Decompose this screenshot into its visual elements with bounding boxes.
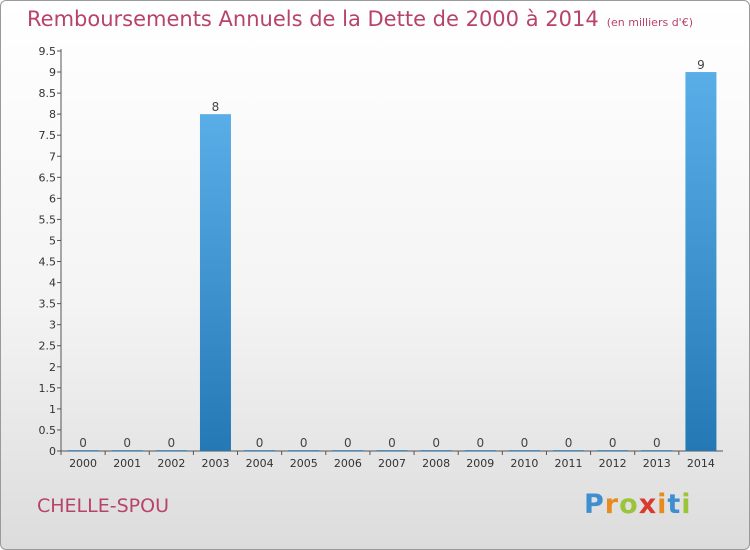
y-tick-label: 8.5 bbox=[39, 87, 57, 100]
chart-subtitle: (en milliers d'€) bbox=[606, 16, 693, 29]
y-tick-label: 5 bbox=[49, 234, 56, 247]
bar-value-label: 0 bbox=[168, 436, 176, 450]
bar-value-label: 0 bbox=[653, 436, 661, 450]
x-tick-label: 2007 bbox=[378, 457, 406, 470]
logo-letter: x bbox=[638, 489, 658, 520]
logo-letter: i bbox=[681, 489, 692, 520]
bar-2014 bbox=[685, 72, 717, 451]
y-tick-label: 2.5 bbox=[39, 340, 57, 353]
y-tick-label: 4 bbox=[49, 277, 56, 290]
commune-name: CHELLE-SPOU bbox=[37, 495, 169, 517]
y-tick-label: 2 bbox=[49, 361, 56, 374]
bar-2000 bbox=[67, 450, 99, 451]
bar-2011 bbox=[553, 450, 585, 451]
bar-value-label: 0 bbox=[256, 436, 264, 450]
bar-value-label: 0 bbox=[521, 436, 529, 450]
y-tick-label: 6.5 bbox=[39, 171, 57, 184]
proxiti-logo: Proxiti bbox=[584, 489, 692, 520]
bar-2005 bbox=[288, 450, 320, 451]
y-axis: 0 0.5 1 1.5 2 2.5 3 3.5 4 4.5 5 5.5 6 6.5 7 7.5 8 8.5 9 9.5 bbox=[39, 45, 62, 458]
x-tick-label: 2005 bbox=[290, 457, 318, 470]
logo-letter: o bbox=[619, 489, 639, 520]
y-tick-label: 3.5 bbox=[39, 298, 57, 311]
bar-value-label: 0 bbox=[344, 436, 352, 450]
bar-2002 bbox=[155, 450, 187, 451]
bar-value-label: 0 bbox=[432, 436, 440, 450]
y-tick-label: 9 bbox=[49, 66, 56, 79]
y-tick-label: 4.5 bbox=[39, 256, 57, 269]
x-tick-label: 2013 bbox=[643, 457, 671, 470]
bar-2009 bbox=[464, 450, 496, 451]
y-tick-label: 5.5 bbox=[39, 213, 57, 226]
x-tick-label: 2010 bbox=[510, 457, 538, 470]
bar-value-label: 0 bbox=[388, 436, 396, 450]
bar-2003 bbox=[199, 114, 231, 451]
x-tick-label: 2003 bbox=[201, 457, 229, 470]
bar-2006 bbox=[332, 450, 364, 451]
bar-2007 bbox=[376, 450, 408, 451]
logo-letter: P bbox=[584, 489, 605, 520]
x-tick-label: 2009 bbox=[466, 457, 494, 470]
x-tick-label: 2006 bbox=[334, 457, 362, 470]
x-tick-label: 2002 bbox=[157, 457, 185, 470]
bar-2010 bbox=[508, 450, 540, 451]
logo-letter: r bbox=[604, 489, 620, 520]
bar-2008 bbox=[420, 450, 452, 451]
bar-2004 bbox=[244, 450, 276, 451]
bar-value-label: 9 bbox=[697, 58, 705, 72]
bar-value-label: 8 bbox=[212, 100, 220, 114]
bar-value-label: 0 bbox=[300, 436, 308, 450]
y-tick-label: 6 bbox=[49, 192, 56, 205]
bar-value-label: 0 bbox=[79, 436, 87, 450]
logo-letter: t bbox=[667, 489, 682, 520]
x-tick-label: 2012 bbox=[599, 457, 627, 470]
x-tick-label: 2014 bbox=[687, 457, 715, 470]
y-tick-label: 0 bbox=[49, 445, 56, 458]
title-row: Remboursements Annuels de la Dette de 20… bbox=[27, 7, 693, 31]
x-tick-label: 2001 bbox=[113, 457, 141, 470]
y-tick-label: 1 bbox=[49, 403, 56, 416]
bar-2001 bbox=[111, 450, 143, 451]
x-tick-label: 2004 bbox=[246, 457, 274, 470]
x-tick-label: 2000 bbox=[69, 457, 97, 470]
y-tick-label: 1.5 bbox=[39, 382, 57, 395]
bar-value-label: 0 bbox=[609, 436, 617, 450]
bars: 0 0 0 8 0 0 0 0 0 0 0 0 0 0 9 bbox=[67, 58, 717, 451]
y-tick-label: 0.5 bbox=[39, 424, 57, 437]
y-tick-label: 7 bbox=[49, 150, 56, 163]
y-tick-label: 8 bbox=[49, 108, 56, 121]
bar-2012 bbox=[597, 450, 629, 451]
y-tick-label: 3 bbox=[49, 319, 56, 332]
x-tick-label: 2011 bbox=[555, 457, 583, 470]
y-tick-label: 9.5 bbox=[39, 45, 57, 58]
y-tick-label: 7.5 bbox=[39, 129, 57, 142]
logo-letter: i bbox=[657, 489, 668, 520]
bar-value-label: 0 bbox=[565, 436, 573, 450]
bar-value-label: 0 bbox=[123, 436, 131, 450]
x-tick-label: 2008 bbox=[422, 457, 450, 470]
chart-title: Remboursements Annuels de la Dette de 20… bbox=[27, 7, 599, 31]
x-axis: 2000 2001 2002 2003 2004 2005 2006 2007 2008 2009… bbox=[60, 450, 723, 470]
bar-2013 bbox=[641, 450, 673, 451]
bar-value-label: 0 bbox=[476, 436, 484, 450]
